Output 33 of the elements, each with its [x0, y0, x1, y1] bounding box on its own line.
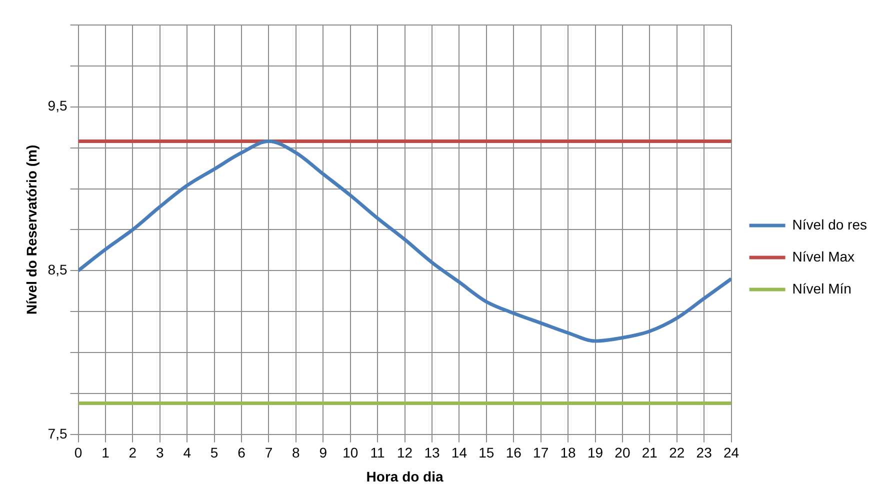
x-tick-label: 4 — [183, 444, 192, 461]
x-tick-label: 5 — [210, 444, 218, 461]
x-tick-label: 19 — [587, 444, 604, 461]
x-tick-label: 15 — [478, 444, 494, 461]
x-tick-label: 24 — [724, 444, 740, 461]
x-tick-label: 12 — [396, 444, 413, 461]
legend-label: Nível Mín — [792, 280, 852, 296]
x-tick-label: 20 — [614, 444, 630, 461]
x-tick-label: 11 — [370, 444, 386, 461]
x-tick-label: 6 — [238, 444, 246, 461]
y-tick-label: 9,5 — [48, 98, 68, 114]
x-tick-label: 23 — [696, 444, 712, 461]
y-tick-label: 7,5 — [48, 425, 68, 442]
legend-label: Nível Max — [792, 248, 855, 264]
x-tick-label: 18 — [560, 444, 576, 461]
x-axis-title: Hora do dia — [366, 468, 444, 484]
x-tick-label: 2 — [128, 444, 137, 461]
x-tick-label: 16 — [506, 444, 522, 461]
x-tick-label: 1 — [102, 444, 110, 461]
x-tick-label: 3 — [156, 444, 164, 461]
x-tick-label: 13 — [424, 444, 440, 461]
legend-label: Nível do res — [792, 216, 868, 232]
x-tick-label: 7 — [264, 444, 273, 461]
x-tick-label: 8 — [292, 444, 300, 461]
x-tick-label: 21 — [642, 444, 658, 461]
x-tick-label: 14 — [451, 444, 468, 461]
x-tick-label: 22 — [669, 444, 685, 461]
x-tick-label: 9 — [319, 444, 328, 461]
x-tick-label: 10 — [342, 444, 358, 461]
x-tick-label: 0 — [74, 444, 82, 461]
x-tick-label: 17 — [533, 444, 549, 461]
y-axis-title: Nível do Reservatório (m) — [23, 144, 40, 315]
y-tick-label: 8,5 — [48, 262, 68, 278]
